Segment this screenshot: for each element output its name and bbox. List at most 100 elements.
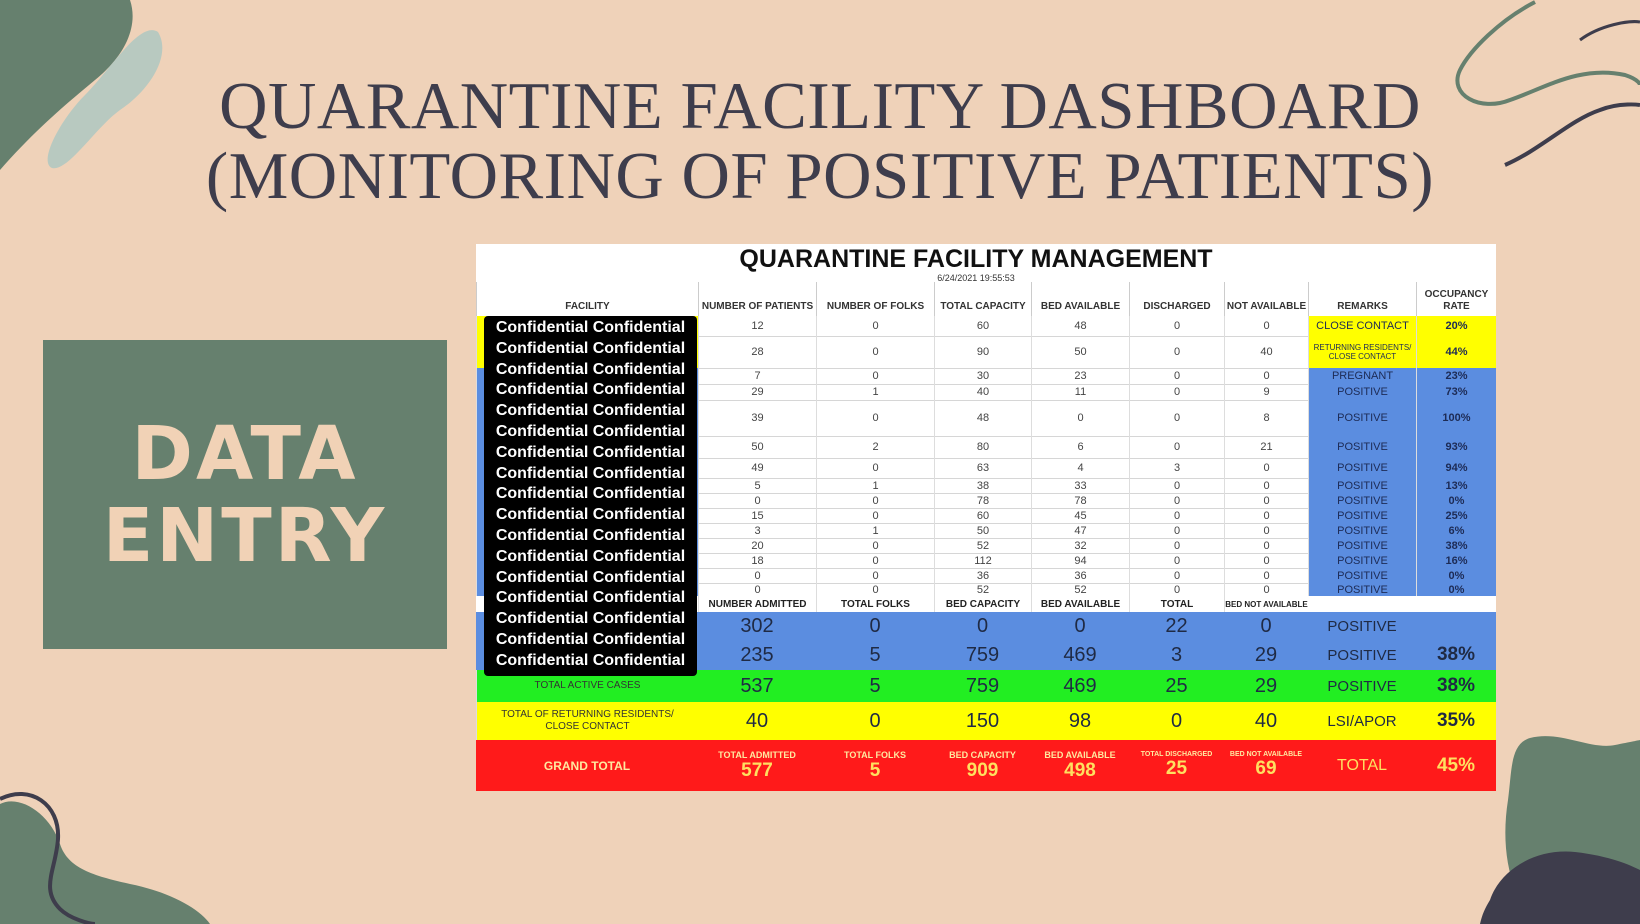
remarks-total: POSITIVE <box>1327 646 1397 664</box>
grand-value: 498 <box>1064 759 1096 781</box>
data-entry-label-line-2: ENTRY <box>102 492 388 579</box>
confidential-label: Confidential Confidential <box>495 485 686 503</box>
rate-total: 35% <box>1436 710 1476 731</box>
grand-cell: BED CAPACITY 909 <box>934 740 1031 791</box>
table-cell: 0 <box>1224 553 1308 568</box>
returning-residents-row: TOTAL OF RETURNING RESIDENTS/ CLOSE CONT… <box>476 702 1496 740</box>
table-cell: 3 <box>1129 458 1224 478</box>
occupancy-cell: 6% <box>1416 523 1496 538</box>
table-cell: 0 <box>1129 538 1224 553</box>
confidential-label: Confidential Confidential <box>495 319 686 336</box>
table-cell: 0 <box>816 336 934 368</box>
column-header: DISCHARGED <box>1129 282 1224 316</box>
table-cell: 0 <box>816 493 934 508</box>
table-cell: 0 <box>1224 368 1308 384</box>
table-cell: 6 <box>1031 436 1129 458</box>
column-header: OCCUPANCY RATE <box>1416 282 1496 316</box>
remarks-cell: POSITIVE <box>1308 553 1416 568</box>
table-cell: 12 <box>698 316 816 336</box>
table-cell: 0 <box>1129 316 1224 336</box>
table-cell: 0 <box>1129 493 1224 508</box>
table-cell: 52 <box>934 538 1031 553</box>
table-cell: 50 <box>698 436 816 458</box>
table-cell: 0 <box>1129 553 1224 568</box>
table-cell: 0 <box>1224 316 1308 336</box>
decor-blob-top-left <box>0 0 163 170</box>
total-cell: 5 <box>869 643 881 666</box>
grand-cell: TOTAL DISCHARGED 25 <box>1129 740 1224 791</box>
table-cell: 90 <box>934 336 1031 368</box>
total-cell: 40 <box>745 709 769 732</box>
table-cell: 0 <box>1031 400 1129 436</box>
sheet-timestamp: 6/24/2021 19:55:53 <box>937 273 1015 283</box>
remarks-cell: POSITIVE <box>1308 523 1416 538</box>
row-label: GRAND TOTAL <box>543 758 631 773</box>
table-cell: 0 <box>1129 508 1224 523</box>
table-cell: 3 <box>698 523 816 538</box>
confidential-label: Confidential Confidential <box>495 360 686 378</box>
column-header: NOT AVAILABLE <box>1224 282 1308 316</box>
total-cell: 5 <box>869 674 881 697</box>
remarks-cell: POSITIVE <box>1308 384 1416 400</box>
rate-total <box>1416 612 1496 640</box>
table-cell: 78 <box>934 493 1031 508</box>
grand-header: TOTAL ADMITTED <box>718 749 796 760</box>
decor-line-top-right <box>1455 0 1640 167</box>
table-cell: 0 <box>1129 384 1224 400</box>
total-cell: 0 <box>869 709 881 732</box>
remarks-cell: PREGNANT <box>1308 368 1416 384</box>
table-cell: 33 <box>1031 478 1129 493</box>
table-cell: 48 <box>1031 316 1129 336</box>
grand-total-row: GRAND TOTAL TOTAL ADMITTED 577 TOTAL FOLKS 5… <box>476 740 1496 791</box>
grand-header: BED AVAILABLE <box>1044 749 1116 760</box>
table-cell: 0 <box>1224 568 1308 583</box>
table-cell: 0 <box>1224 493 1308 508</box>
table-cell: 47 <box>1031 523 1129 538</box>
grand-cell: BED NOT AVAILABLE 69 <box>1224 740 1308 791</box>
occupancy-cell: 0% <box>1416 493 1496 508</box>
table-cell: 112 <box>934 553 1031 568</box>
remarks-cell: POSITIVE <box>1308 508 1416 523</box>
table-cell: 40 <box>934 384 1031 400</box>
table-cell: 1 <box>816 523 934 538</box>
total-cell: 302 <box>740 614 774 637</box>
occupancy-cell: 0% <box>1416 568 1496 583</box>
slide-title-line-1: QUARANTINE FACILITY DASHBOARD <box>219 69 1421 143</box>
occupancy-cell: 100% <box>1416 400 1496 436</box>
facility-spreadsheet: QUARANTINE FACILITY MANAGEMENT 6/24/2021… <box>476 244 1496 791</box>
confidential-label: Confidential Confidential <box>495 464 686 482</box>
table-cell: 0 <box>816 583 934 596</box>
remarks-cell: POSITIVE <box>1308 568 1416 583</box>
subtotal-header: BED CAPACITY <box>934 596 1031 612</box>
column-header: BED AVAILABLE <box>1031 282 1129 316</box>
occupancy-cell: 94% <box>1416 458 1496 478</box>
confidential-label: Confidential Confidential <box>495 568 686 586</box>
rate-total: 38% <box>1436 644 1476 665</box>
occupancy-cell: 20% <box>1416 316 1496 336</box>
table-cell: 0 <box>698 493 816 508</box>
table-cell: 21 <box>1224 436 1308 458</box>
confidential-label: Confidential Confidential <box>495 381 686 399</box>
table-cell: 45 <box>1031 508 1129 523</box>
grand-value: 69 <box>1255 758 1277 779</box>
redaction-box <box>484 316 697 676</box>
column-header: NUMBER OF PATIENTS <box>698 282 816 316</box>
table-cell: 40 <box>1224 336 1308 368</box>
total-cell: 98 <box>1068 709 1092 732</box>
confidential-label: Confidential Confidential <box>495 527 686 544</box>
occupancy-cell: 73% <box>1416 384 1496 400</box>
row-label: TOTAL OF RETURNING RESIDENTS/ CLOSE CONT… <box>476 702 698 740</box>
table-cell: 5 <box>698 478 816 493</box>
subtotal-header: BED AVAILABLE <box>1031 596 1129 612</box>
table-cell: 0 <box>1129 400 1224 436</box>
decor-blob-bottom-right <box>1480 736 1640 924</box>
table-cell: 0 <box>698 583 816 596</box>
occupancy-cell: 23% <box>1416 368 1496 384</box>
total-cell: 29 <box>1254 674 1278 697</box>
table-cell: 4 <box>1031 458 1129 478</box>
table-cell: 0 <box>1224 508 1308 523</box>
row-label: TOTAL ACTIVE CASES <box>476 670 698 702</box>
total-cell: 0 <box>1170 709 1183 732</box>
total-cell: 0 <box>869 614 881 637</box>
table-cell: 0 <box>1129 568 1224 583</box>
